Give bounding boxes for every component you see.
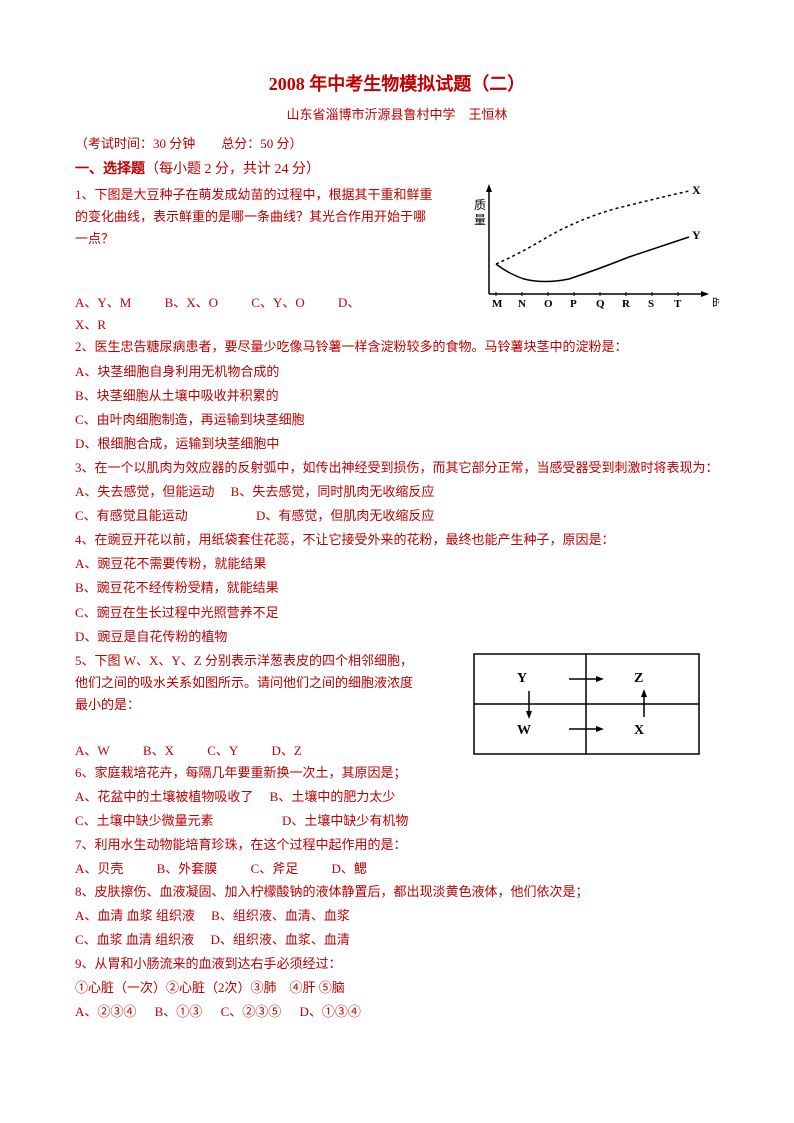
q9-options: A、②③④ B、①③ C、②③⑤ D、①③④ (75, 1001, 719, 1023)
q2-opt-b: B、块茎细胞从土壤中吸收并积累的 (75, 385, 719, 407)
q8-opt-c: C、血浆 血清 组织液 (75, 932, 194, 947)
x-axis-label: 时 (712, 296, 719, 310)
q5-opt-a: A、W (75, 743, 110, 758)
q5-opt-b: B、X (143, 743, 174, 758)
question-5: 5、下图 W、X、Y、Z 分别表示洋葱表皮的四个相邻细胞，他们之间的吸水关系如图… (75, 650, 415, 716)
q8-opt-a: A、血清 血浆 组织液 (75, 908, 195, 923)
q3-opt-b: B、失去感觉，同时肌肉无收缩反应 (231, 484, 435, 499)
tick-r: R (622, 298, 631, 310)
q2-opt-a: A、块茎细胞自身利用无机物合成的 (75, 361, 719, 383)
q7-opt-c: C、斧足 (251, 861, 299, 876)
q4-opt-d: D、豌豆是自花传粉的植物 (75, 626, 719, 648)
cell-z: Z (634, 671, 643, 686)
question-7: 7、利用水生动物能培育珍珠，在这个过程中起作用的是： (75, 834, 719, 856)
cell-diagram: Y Z W X (469, 649, 704, 759)
question-6: 6、家庭栽培花卉，每隔几年要重新换一次土，其原因是； (75, 762, 719, 784)
q9-opt-c: C、②③⑤ (221, 1004, 282, 1019)
cell-x: X (634, 723, 644, 738)
cell-y: Y (517, 671, 527, 686)
q8-opts-cd: C、血浆 血清 组织液 D、组织液、血浆、血清 (75, 929, 719, 951)
question-3: 3、在一个以肌肉为效应器的反射弧中，如传出神经受到损伤，而其它部分正常，当感受器… (75, 457, 719, 479)
q3-opt-a: A、失去感觉，但能运动 (75, 484, 214, 499)
q8-opt-d: D、组织液、血浆、血清 (210, 932, 349, 947)
tick-n: N (518, 298, 526, 310)
q1-opt-a: A、Y、M (75, 295, 131, 310)
tick-t: T (674, 298, 682, 310)
q1-opt-d: D、 (338, 295, 360, 310)
q3-opts-ab: A、失去感觉，但能运动 B、失去感觉，同时肌肉无收缩反应 (75, 481, 719, 503)
q7-opt-d: D、鳃 (331, 861, 366, 876)
document-title: 2008 年中考生物模拟试题（二） (75, 70, 719, 96)
y-axis-label-2: 量 (474, 213, 486, 227)
q6-opt-c: C、土壤中缺少微量元素 (75, 813, 214, 828)
section-header: 一、选择题（每小题 2 分，共计 24 分） (75, 158, 719, 178)
q5-opt-d: D、Z (272, 743, 302, 758)
q1-opt-b: B、X、O (165, 295, 218, 310)
mass-curve-chart: 质 量 时 X Y M N O P Q R S T (464, 179, 719, 319)
cell-w: W (517, 723, 531, 738)
tick-p: P (570, 298, 577, 310)
q6-opt-d: D、土壤中缺少有机物 (282, 813, 408, 828)
q2-opt-d: D、根细胞合成，运输到块茎细胞中 (75, 433, 719, 455)
curve-x-label: X (692, 183, 701, 197)
y-axis-label: 质 (474, 198, 486, 212)
tick-q: Q (596, 298, 605, 310)
q4-opt-b: B、豌豆花不经传粉受精，就能结果 (75, 577, 719, 599)
question-1: 1、下图是大豆种子在萌发成幼苗的过程中，根据其干重和鲜重的变化曲线，表示鲜重的是… (75, 184, 435, 250)
question-4: 4、在豌豆开花以前，用纸袋套住花蕊，不让它接受外来的花粉，最终也能产生种子，原因… (75, 529, 719, 551)
q9-opt-a: A、②③④ (75, 1004, 136, 1019)
tick-m: M (492, 298, 503, 310)
q9-opt-d: D、①③④ (299, 1004, 360, 1019)
q5-opt-c: C、Y (207, 743, 238, 758)
question-8: 8、皮肤擦伤、血液凝固、加入柠檬酸钠的液体静置后，都出现淡黄色液体，他们依次是； (75, 881, 719, 903)
question-2: 2、医生忠告糖尿病患者，要尽量少吃像马铃薯一样含淀粉较多的食物。马铃薯块茎中的淀… (75, 336, 719, 358)
tick-o: O (544, 298, 553, 310)
tick-s: S (648, 298, 654, 310)
q7-opt-a: A、贝壳 (75, 861, 123, 876)
q1-opt-c: C、Y、O (251, 295, 304, 310)
q3-opts-cd: C、有感觉且能运动 D、有感觉，但肌肉无收缩反应 (75, 505, 719, 527)
exam-info: （考试时间：30 分钟 总分：50 分） (75, 133, 719, 152)
q6-opts-ab: A、花盆中的土壤被植物吸收了 B、土壤中的肥力太少 (75, 786, 719, 808)
section-title: 一、选择题 (75, 162, 145, 177)
question-9: 9、从胃和小肠流来的血液到达右手必须经过： (75, 953, 719, 975)
curve-y-label: Y (692, 228, 701, 242)
section-detail: （每小题 2 分，共计 24 分） (145, 162, 320, 177)
q3-opt-d: D、有感觉，但肌肉无收缩反应 (256, 508, 434, 523)
q9-items: ①心脏（一次）②心脏（2次）③肺 ④肝 ⑤脑 (75, 977, 719, 999)
q4-opt-a: A、豌豆花不需要传粉，就能结果 (75, 553, 719, 575)
q7-opt-b: B、外套膜 (157, 861, 218, 876)
content-wrapper: 质 量 时 X Y M N O P Q R S T 1、下图是大豆种子在萌发成幼… (75, 184, 719, 1023)
q6-opt-b: B、土壤中的肥力太少 (270, 789, 396, 804)
q3-opt-c: C、有感觉且能运动 (75, 508, 188, 523)
document-subtitle: 山东省淄博市沂源县鲁村中学 王恒林 (75, 104, 719, 123)
q4-opt-c: C、豌豆在生长过程中光照营养不足 (75, 602, 719, 624)
q9-opt-b: B、①③ (155, 1004, 203, 1019)
q8-opt-b: B、组织液、血清、血浆 (211, 908, 350, 923)
q2-opt-c: C、由叶肉细胞制造，再运输到块茎细胞 (75, 409, 719, 431)
q6-opts-cd: C、土壤中缺少微量元素 D、土壤中缺少有机物 (75, 810, 719, 832)
q6-opt-a: A、花盆中的土壤被植物吸收了 (75, 789, 253, 804)
q8-opts-ab: A、血清 血浆 组织液 B、组织液、血清、血浆 (75, 905, 719, 927)
q7-options: A、贝壳 B、外套膜 C、斧足 D、鳃 (75, 858, 719, 880)
